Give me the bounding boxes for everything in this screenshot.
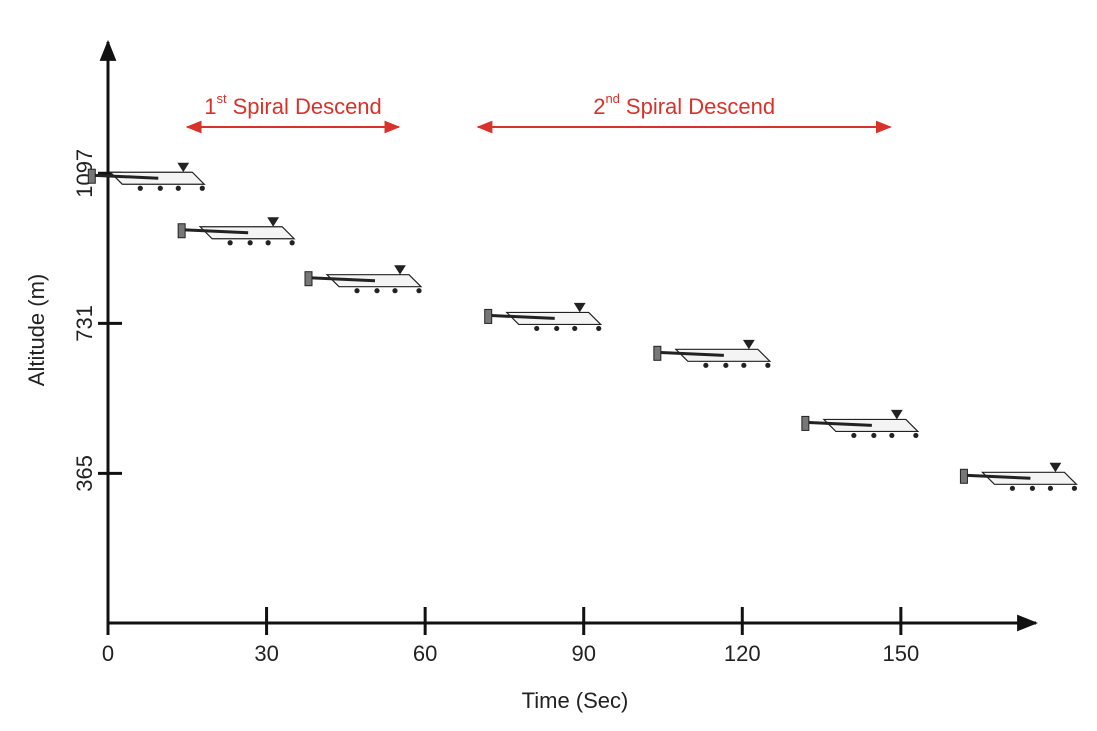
aircraft-boom [308,276,376,283]
aircraft-wheel [157,185,163,191]
aircraft-boom [805,420,872,427]
aircraft-wheel [265,240,271,246]
aircraft-wheel [703,362,709,368]
x-tick-label: 150 [882,641,919,666]
aircraft-wheel [765,362,771,368]
aircraft-wheel [227,240,233,246]
aircraft-wheel [247,240,253,246]
aircraft-wheel [889,432,895,439]
aircraft-fin [177,162,190,173]
annotation-superscript: nd [605,91,619,106]
aircraft-fin [742,339,755,350]
y-tick-label: 731 [72,305,97,342]
x-tick-label: 30 [254,641,278,666]
aircraft [959,462,1078,491]
aircraft-wheel [175,185,181,191]
aircraft-fin [394,265,406,275]
x-tick-label: 90 [571,641,595,666]
aircraft-wheel [289,240,295,246]
aircraft-wheel [416,288,422,294]
aircraft-wheel [871,432,877,439]
aircraft-boom [488,313,555,320]
aircraft-wheel [723,362,729,368]
aircraft-boom [182,228,249,235]
aircraft-tail [177,223,186,239]
aircraft-fin [1049,462,1062,473]
aircraft-fin [890,409,903,420]
aircraft-wheel [572,325,578,332]
aircraft-fin [267,217,280,227]
aircraft-wheel [741,362,747,368]
annotation-number: 1 [204,94,216,119]
aircraft [653,339,772,368]
aircraft-boom [964,473,1031,480]
aircraft-fin [573,302,586,313]
aircraft-tail [653,345,662,361]
aircraft-wheel [596,325,602,332]
aircraft-wheel [851,432,857,439]
aircraft-wheel [354,288,360,294]
x-tick-label: 60 [413,641,437,666]
aircraft-tail [484,308,493,324]
aircraft [304,265,423,294]
aircraft-wheel [534,325,540,332]
x-axis-label: Time (Sec) [522,688,629,713]
aircraft-wheel [374,288,380,294]
annotation-text: Spiral Descend [626,94,775,119]
aircraft-wheel [1029,485,1036,491]
aircraft-wheel [392,288,398,294]
y-axis-label: Altitude (m) [24,274,49,386]
x-tick-label: 120 [724,641,761,666]
annotation-text: Spiral Descend [233,94,382,119]
annotation-number: 2 [593,94,605,119]
aircraft-tail [801,415,810,431]
aircraft [801,409,920,439]
aircraft-tail [959,468,968,484]
x-tick-label: 0 [102,641,114,666]
annotation: 1st Spiral Descend [204,91,382,118]
aircraft-tail [87,168,96,184]
annotation: 2nd Spiral Descend [593,91,775,118]
aircraft-boom [92,173,159,180]
aircraft-boom [657,350,724,357]
aircraft [177,217,296,246]
aircraft-wheel [1009,485,1016,491]
aircraft-wheel [554,325,560,332]
aircraft-wheel [137,185,143,191]
aircraft [484,302,603,332]
aircraft-tail [304,271,313,287]
aircraft [87,162,206,191]
aircraft-wheel [199,185,205,191]
annotation-superscript: st [216,91,227,106]
aircraft-wheel [1071,485,1078,491]
y-tick-label: 365 [72,455,97,492]
aircraft-wheel [1047,485,1054,491]
aircraft-wheel [913,432,919,439]
